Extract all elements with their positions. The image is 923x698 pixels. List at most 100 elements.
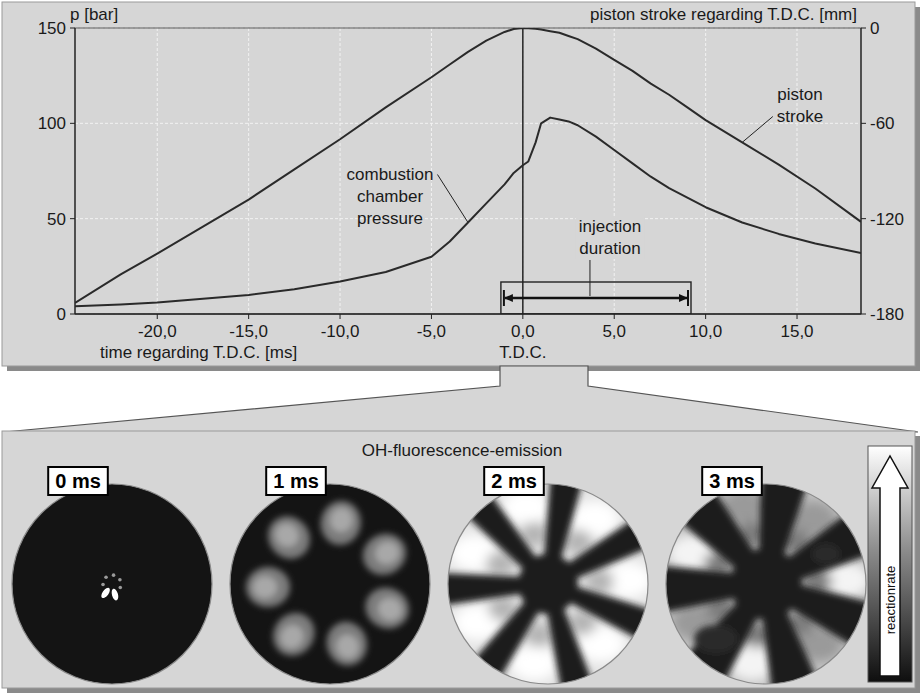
image-ground bbox=[230, 484, 430, 684]
y-tick-label: 100 bbox=[38, 114, 66, 133]
x-tick bbox=[522, 314, 523, 319]
x-grid-line bbox=[614, 28, 615, 314]
spot bbox=[118, 578, 122, 582]
image-ground bbox=[12, 484, 212, 684]
ticks: -20,0-15,0-10,0-5,00,05,010,015,00501001… bbox=[38, 19, 904, 341]
oh-image bbox=[230, 484, 430, 684]
y2-tick-label: -120 bbox=[870, 210, 904, 229]
x-grid-line bbox=[705, 28, 706, 314]
x-tick-label: -20,0 bbox=[138, 322, 177, 341]
image-label: 2 ms bbox=[484, 467, 544, 495]
y2-axis-line bbox=[860, 28, 861, 314]
y2-tick-label: 0 bbox=[870, 19, 879, 38]
flame-patch bbox=[586, 569, 614, 593]
tdc-line bbox=[522, 28, 524, 314]
y-tick bbox=[70, 314, 75, 315]
nozzle-zone bbox=[730, 548, 802, 620]
image-label-text: 1 ms bbox=[273, 470, 319, 492]
y-tick-label: 0 bbox=[57, 305, 66, 324]
injection-arrow bbox=[505, 297, 687, 299]
flame-core bbox=[328, 506, 354, 533]
flame-core bbox=[276, 621, 308, 653]
spray-arms bbox=[650, 466, 882, 698]
flame-core bbox=[271, 519, 303, 552]
piston-leader bbox=[742, 117, 773, 143]
y2-tick bbox=[861, 218, 866, 219]
flame-core bbox=[371, 538, 403, 569]
tdc-label: T.D.C. bbox=[499, 343, 546, 362]
flame-patch bbox=[510, 645, 558, 681]
spot bbox=[118, 586, 122, 590]
injection-end-bar bbox=[687, 290, 689, 306]
spot bbox=[104, 575, 108, 579]
flame-blob bbox=[317, 498, 364, 548]
x-grid-line bbox=[522, 28, 523, 314]
image-border bbox=[448, 484, 648, 684]
injection-label-line: injection bbox=[579, 217, 641, 236]
x-tick bbox=[157, 314, 158, 319]
oh-image bbox=[432, 468, 660, 698]
y2-tick bbox=[861, 28, 866, 29]
plot-frame bbox=[75, 28, 861, 314]
dark-patch bbox=[812, 544, 840, 564]
x-tick-label: 0,0 bbox=[511, 322, 535, 341]
injection-leader bbox=[589, 260, 590, 296]
flame-core bbox=[334, 632, 362, 661]
injection-bracket bbox=[501, 282, 691, 314]
image-border bbox=[12, 484, 212, 684]
spot bbox=[100, 586, 112, 599]
piston-label-line: stroke bbox=[777, 107, 823, 126]
flame-blob bbox=[359, 581, 415, 635]
top-panel bbox=[2, 2, 915, 366]
image-border bbox=[230, 484, 430, 684]
oh-image bbox=[12, 484, 212, 684]
x-tick-label: 15,0 bbox=[780, 322, 813, 341]
x-tick-label: 10,0 bbox=[689, 322, 722, 341]
x-grid-line bbox=[248, 28, 249, 314]
spot bbox=[101, 583, 105, 587]
pressure-label-line: chamber bbox=[357, 187, 423, 206]
x-tick bbox=[614, 314, 615, 319]
image-border bbox=[666, 484, 866, 684]
oh-image bbox=[650, 466, 882, 698]
flame-core bbox=[375, 594, 406, 624]
y2-tick-label: -180 bbox=[870, 305, 904, 324]
image-label-box bbox=[48, 467, 108, 495]
series-line bbox=[75, 118, 861, 307]
x-grid-line bbox=[157, 28, 158, 314]
image-label-box bbox=[702, 467, 762, 495]
y-grid-line bbox=[75, 123, 861, 124]
spot bbox=[110, 588, 119, 601]
x-grid-line bbox=[797, 28, 798, 314]
pressure-label-line: pressure bbox=[357, 209, 423, 228]
y-axis-line bbox=[74, 28, 75, 314]
zoom-connector bbox=[4, 366, 918, 432]
flame-blob bbox=[322, 617, 372, 670]
x-grid-line bbox=[340, 28, 341, 314]
plot-area bbox=[75, 28, 861, 314]
spray-arms bbox=[432, 468, 660, 698]
flame-core bbox=[253, 576, 278, 599]
y-tick-label: 150 bbox=[38, 19, 66, 38]
flame-blob bbox=[356, 526, 414, 582]
image-label-box bbox=[266, 467, 326, 495]
image-label: 3 ms bbox=[702, 467, 762, 495]
y-tick bbox=[70, 28, 75, 29]
nozzle-zone bbox=[518, 554, 578, 614]
label-patch bbox=[576, 216, 644, 259]
injection-label: injectionduration bbox=[579, 217, 641, 258]
pressure-label-line: combustion bbox=[347, 165, 434, 184]
x-axis-line bbox=[75, 313, 861, 315]
x-axis-title: time regarding T.D.C. [ms] bbox=[100, 343, 297, 362]
flame-blob bbox=[245, 566, 291, 608]
x-tick bbox=[797, 314, 798, 319]
y-tick bbox=[70, 123, 75, 124]
colorbar-label: reactionrate bbox=[883, 566, 898, 635]
flame-blob bbox=[265, 605, 323, 664]
piston-label-line: piston bbox=[777, 85, 822, 104]
flame-blobs bbox=[245, 498, 415, 670]
dark-patch bbox=[694, 625, 738, 653]
image-label-text: 2 ms bbox=[491, 470, 537, 492]
plot-marks bbox=[75, 28, 861, 314]
x-tick-label: -5,0 bbox=[417, 322, 446, 341]
